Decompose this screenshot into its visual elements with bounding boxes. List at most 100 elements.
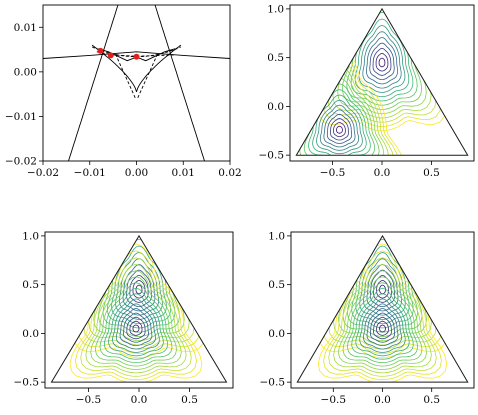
contour-line — [362, 31, 402, 89]
contour-line — [112, 298, 160, 353]
contour-line — [126, 316, 146, 340]
contour-line — [85, 263, 187, 374]
contour-line — [366, 308, 399, 347]
x-tick-label: 0.5 — [423, 394, 440, 406]
contour-line — [354, 18, 410, 98]
contour-line — [119, 308, 153, 347]
contour-line — [359, 252, 406, 320]
y-tick-label: −0.5 — [259, 150, 285, 162]
panel-top-left: −0.02 −0.01 0.00 0.01 0.02 −0.02 −0.01 0.00 0.01 — [5, 4, 242, 179]
red-point — [107, 52, 114, 59]
y-tick-label: 1.0 — [22, 230, 39, 242]
y-tick-label: 0.00 — [14, 66, 37, 78]
y-tick-label: −0.01 — [5, 111, 37, 123]
contour-line — [308, 89, 371, 156]
contour-line — [376, 279, 389, 299]
contour-line — [369, 42, 395, 81]
panel-bottom-left: −0.5 0.0 0.5 −0.5 0.0 0.5 1.0 — [14, 230, 234, 406]
contour-line — [347, 282, 418, 364]
contour-line — [296, 44, 405, 156]
contour-line — [362, 303, 403, 350]
x-tick-label: 0.01 — [172, 167, 195, 179]
x-tick-label: 0.0 — [374, 394, 391, 406]
contour-line — [332, 8, 432, 119]
contour-line — [378, 57, 386, 68]
contour-line — [132, 324, 140, 333]
contour-line — [372, 47, 392, 76]
x-tick-label: 0.5 — [181, 394, 198, 406]
contour-line — [135, 284, 143, 295]
contour-line — [74, 250, 197, 381]
y-tick-label: 1.0 — [268, 230, 285, 242]
contour-area — [317, 235, 448, 383]
contour-line — [317, 243, 448, 383]
contour-line — [94, 276, 177, 367]
x-tick-label: −0.5 — [76, 394, 102, 406]
x-tick-label: 0.00 — [125, 167, 148, 179]
x-tick-label: 0.0 — [131, 394, 148, 406]
contour-line — [296, 71, 385, 156]
axes-frame — [42, 4, 231, 162]
y-tick-label: 0.0 — [22, 328, 39, 340]
curve-branch-right — [154, 5, 205, 161]
contour-line — [342, 276, 423, 367]
contour-line — [373, 316, 392, 340]
contour-line — [328, 257, 437, 377]
contour-line — [362, 258, 403, 316]
contour-line — [358, 25, 406, 93]
contour-line — [376, 320, 389, 336]
contour-line — [375, 52, 389, 72]
contour-line — [90, 270, 182, 370]
red-point — [97, 47, 104, 54]
contour-line — [341, 8, 423, 110]
y-tick-label: 1.0 — [267, 3, 284, 15]
axes-frame — [289, 4, 475, 162]
y-tick-label: 0.0 — [267, 101, 284, 113]
contour-line — [365, 37, 399, 85]
x-tick-label: −0.5 — [320, 167, 346, 179]
contour-line — [323, 109, 356, 148]
contour-line — [379, 284, 386, 295]
y-tick-label: 0.01 — [14, 22, 37, 34]
curve-cusp-right — [136, 44, 182, 93]
y-tick-label: 0.5 — [267, 52, 284, 64]
triangle-boundary — [295, 7, 469, 156]
y-tick-label: 0.5 — [268, 279, 285, 291]
contour-line — [88, 235, 190, 346]
contour-line — [312, 94, 367, 156]
contour-line — [370, 312, 395, 343]
contour-area — [296, 8, 448, 156]
contour-line — [99, 282, 173, 364]
contour-line — [327, 8, 437, 123]
contour-line — [326, 113, 353, 144]
contour-line — [319, 104, 360, 151]
x-tick-label: −0.5 — [321, 394, 347, 406]
dashed-line-1 — [137, 53, 158, 99]
contour-area — [69, 235, 206, 383]
contour-line — [336, 125, 343, 134]
plot-area — [43, 5, 230, 161]
y-tick-label: 0.0 — [268, 328, 285, 340]
contour-line — [323, 250, 442, 381]
y-tick-label: −0.5 — [260, 377, 286, 389]
contour-line — [355, 293, 410, 357]
x-tick-label: 0.02 — [218, 167, 241, 179]
contour-line — [296, 51, 400, 156]
contour-line — [330, 118, 349, 141]
triangle-boundary — [50, 234, 228, 383]
contour-line — [379, 324, 386, 333]
y-tick-label: −0.5 — [14, 377, 40, 389]
contour-line — [115, 303, 156, 350]
panel-top-right: −0.5 0.0 0.5 −0.5 0.0 0.5 1.0 — [259, 3, 475, 179]
x-tick-label: −0.02 — [27, 167, 59, 179]
dashed-line-0 — [115, 53, 136, 99]
contour-line — [103, 287, 169, 360]
contour-line — [316, 8, 448, 132]
x-tick-label: 0.0 — [374, 167, 391, 179]
contour-line — [123, 312, 149, 343]
x-tick-label: −0.01 — [74, 167, 106, 179]
contour-line — [108, 293, 164, 357]
contour-line — [80, 257, 192, 377]
contour-line — [359, 298, 406, 353]
